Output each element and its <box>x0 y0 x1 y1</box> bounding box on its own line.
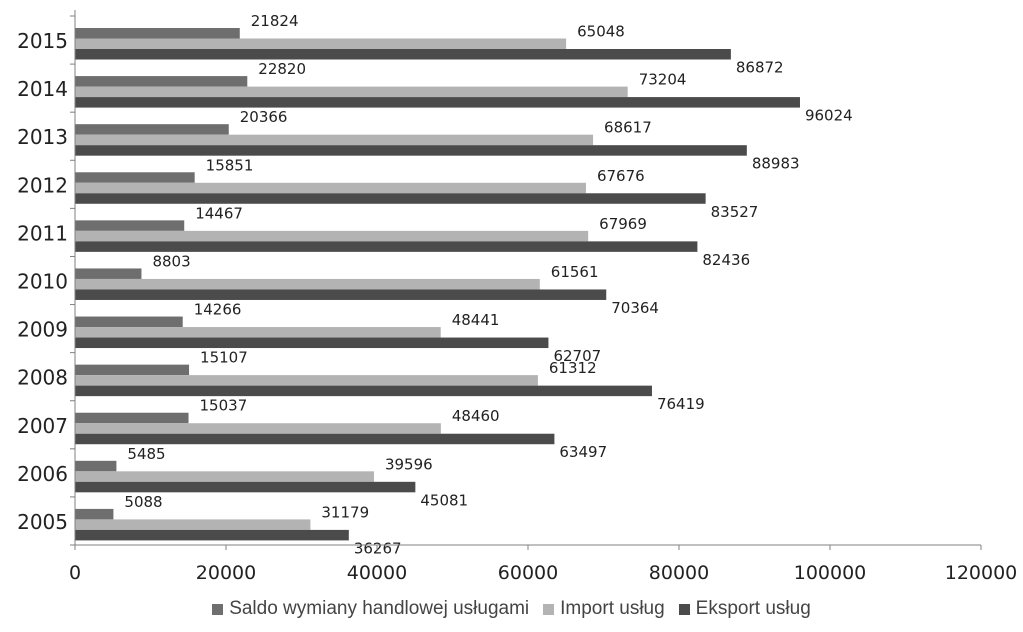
legend-item-eksport: Eksport usług <box>678 598 811 620</box>
data-label-2011-series-0: 14467 <box>195 204 243 222</box>
data-label-2005-series-2: 36267 <box>354 539 402 557</box>
bar-2007-series-2 <box>75 433 555 445</box>
data-label-2009-series-2: 62707 <box>553 347 601 365</box>
category-label-2011: 2011 <box>17 221 68 245</box>
bar-2013-series-1 <box>75 134 594 146</box>
data-label-2012-series-1: 67676 <box>597 167 645 185</box>
data-label-2009-series-0: 14266 <box>194 301 242 319</box>
data-label-2010-series-0: 8803 <box>152 252 190 270</box>
data-label-2012-series-2: 83527 <box>711 203 759 221</box>
category-label-2010: 2010 <box>17 270 68 294</box>
data-label-2015-series-0: 21824 <box>251 12 299 30</box>
bar-2010-series-1 <box>75 278 540 290</box>
data-label-2006-series-1: 39596 <box>385 455 433 473</box>
bar-2011-series-1 <box>75 230 589 242</box>
bar-2008-series-1 <box>75 375 538 386</box>
data-label-2007-series-2: 63497 <box>559 443 607 461</box>
bar-2007-series-1 <box>75 423 441 434</box>
legend: Saldo wymiany handlowej usługami Import … <box>0 598 1023 620</box>
bar-2013-series-2 <box>75 145 747 156</box>
bar-chart-svg: 21824 65048 86872 2015 22820 73204 96024 2014 20… <box>17 10 1018 584</box>
data-label-2013-series-1: 68617 <box>604 119 652 137</box>
bar-2013-series-0 <box>75 124 229 135</box>
data-label-2014-series-1: 73204 <box>639 71 687 89</box>
legend-label-import: Import usług <box>560 598 665 619</box>
bar-2005-series-2 <box>75 529 349 541</box>
data-label-2014-series-2: 96024 <box>805 107 853 125</box>
x-tick-label-40000: 40000 <box>347 562 407 584</box>
data-label-2006-series-0: 5485 <box>127 445 165 463</box>
category-label-2006: 2006 <box>17 462 68 486</box>
bar-2007-series-0 <box>75 412 189 424</box>
data-label-2015-series-2: 86872 <box>736 59 784 77</box>
bar-2009-series-0 <box>75 316 183 328</box>
legend-swatch-saldo <box>212 603 224 615</box>
bar-2011-series-2 <box>75 241 698 252</box>
data-label-2008-series-1: 61312 <box>549 359 597 377</box>
bar-2008-series-0 <box>75 364 190 376</box>
x-tick-label-20000: 20000 <box>196 562 256 584</box>
x-tick-label-80000: 80000 <box>649 562 709 584</box>
data-label-2007-series-1: 48460 <box>452 407 500 425</box>
category-label-2005: 2005 <box>17 510 68 534</box>
data-label-2008-series-2: 76419 <box>657 395 705 413</box>
x-tick-label-120000: 120000 <box>945 562 1018 584</box>
category-label-2008: 2008 <box>17 366 68 390</box>
data-label-2015-series-1: 65048 <box>577 23 625 41</box>
data-label-2008-series-0: 15107 <box>200 349 248 367</box>
bar-2014-series-0 <box>75 76 248 87</box>
data-label-2011-series-1: 67969 <box>599 215 647 233</box>
category-label-2007: 2007 <box>17 414 68 438</box>
bar-2005-series-1 <box>75 519 311 530</box>
category-label-2012: 2012 <box>17 173 68 197</box>
bar-2014-series-2 <box>75 97 800 108</box>
data-label-2005-series-0: 5088 <box>124 493 162 511</box>
x-tick-label-100000: 100000 <box>794 562 867 584</box>
bar-2009-series-2 <box>75 337 549 349</box>
legend-label-saldo: Saldo wymiany handlowej usługami <box>229 598 530 619</box>
legend-item-saldo: Saldo wymiany handlowej usługami <box>212 598 529 620</box>
legend-label-eksport: Eksport usług <box>695 598 811 619</box>
category-label-2013: 2013 <box>17 125 68 149</box>
bar-2010-series-0 <box>75 268 142 279</box>
data-label-2013-series-0: 20366 <box>240 108 288 126</box>
bar-2006-series-2 <box>75 481 416 493</box>
bar-2015-series-0 <box>75 28 240 39</box>
data-label-2009-series-1: 48441 <box>452 311 500 329</box>
bar-2008-series-2 <box>75 385 652 397</box>
bar-2014-series-1 <box>75 86 628 98</box>
data-label-2005-series-1: 31179 <box>321 503 369 521</box>
bar-2005-series-0 <box>75 508 114 520</box>
legend-swatch-import <box>543 603 555 615</box>
bar-2006-series-0 <box>75 460 117 472</box>
legend-swatch-eksport <box>678 603 690 615</box>
data-label-2010-series-2: 70364 <box>611 299 659 317</box>
bar-2012-series-1 <box>75 182 586 194</box>
bar-2015-series-2 <box>75 49 731 60</box>
data-label-2012-series-0: 15851 <box>206 156 254 174</box>
bar-2015-series-1 <box>75 38 567 49</box>
bar-2012-series-2 <box>75 193 706 204</box>
x-tick-label-60000: 60000 <box>498 562 558 584</box>
data-label-2006-series-2: 45081 <box>420 491 468 509</box>
bar-2011-series-0 <box>75 220 185 231</box>
data-label-2011-series-2: 82436 <box>702 251 750 269</box>
bar-2006-series-1 <box>75 471 374 482</box>
data-label-2007-series-0: 15037 <box>200 397 248 415</box>
category-label-2015: 2015 <box>17 29 68 53</box>
legend-item-import: Import usług <box>543 598 665 620</box>
bar-2010-series-2 <box>75 289 607 300</box>
data-label-2013-series-2: 88983 <box>752 155 800 173</box>
data-label-2014-series-0: 22820 <box>258 60 306 78</box>
category-label-2014: 2014 <box>17 77 68 101</box>
bar-2009-series-1 <box>75 327 441 338</box>
bar-2012-series-0 <box>75 172 195 183</box>
category-label-2009: 2009 <box>17 318 68 342</box>
x-tick-label-0: 0 <box>69 562 81 584</box>
data-label-2010-series-1: 61561 <box>551 263 599 281</box>
